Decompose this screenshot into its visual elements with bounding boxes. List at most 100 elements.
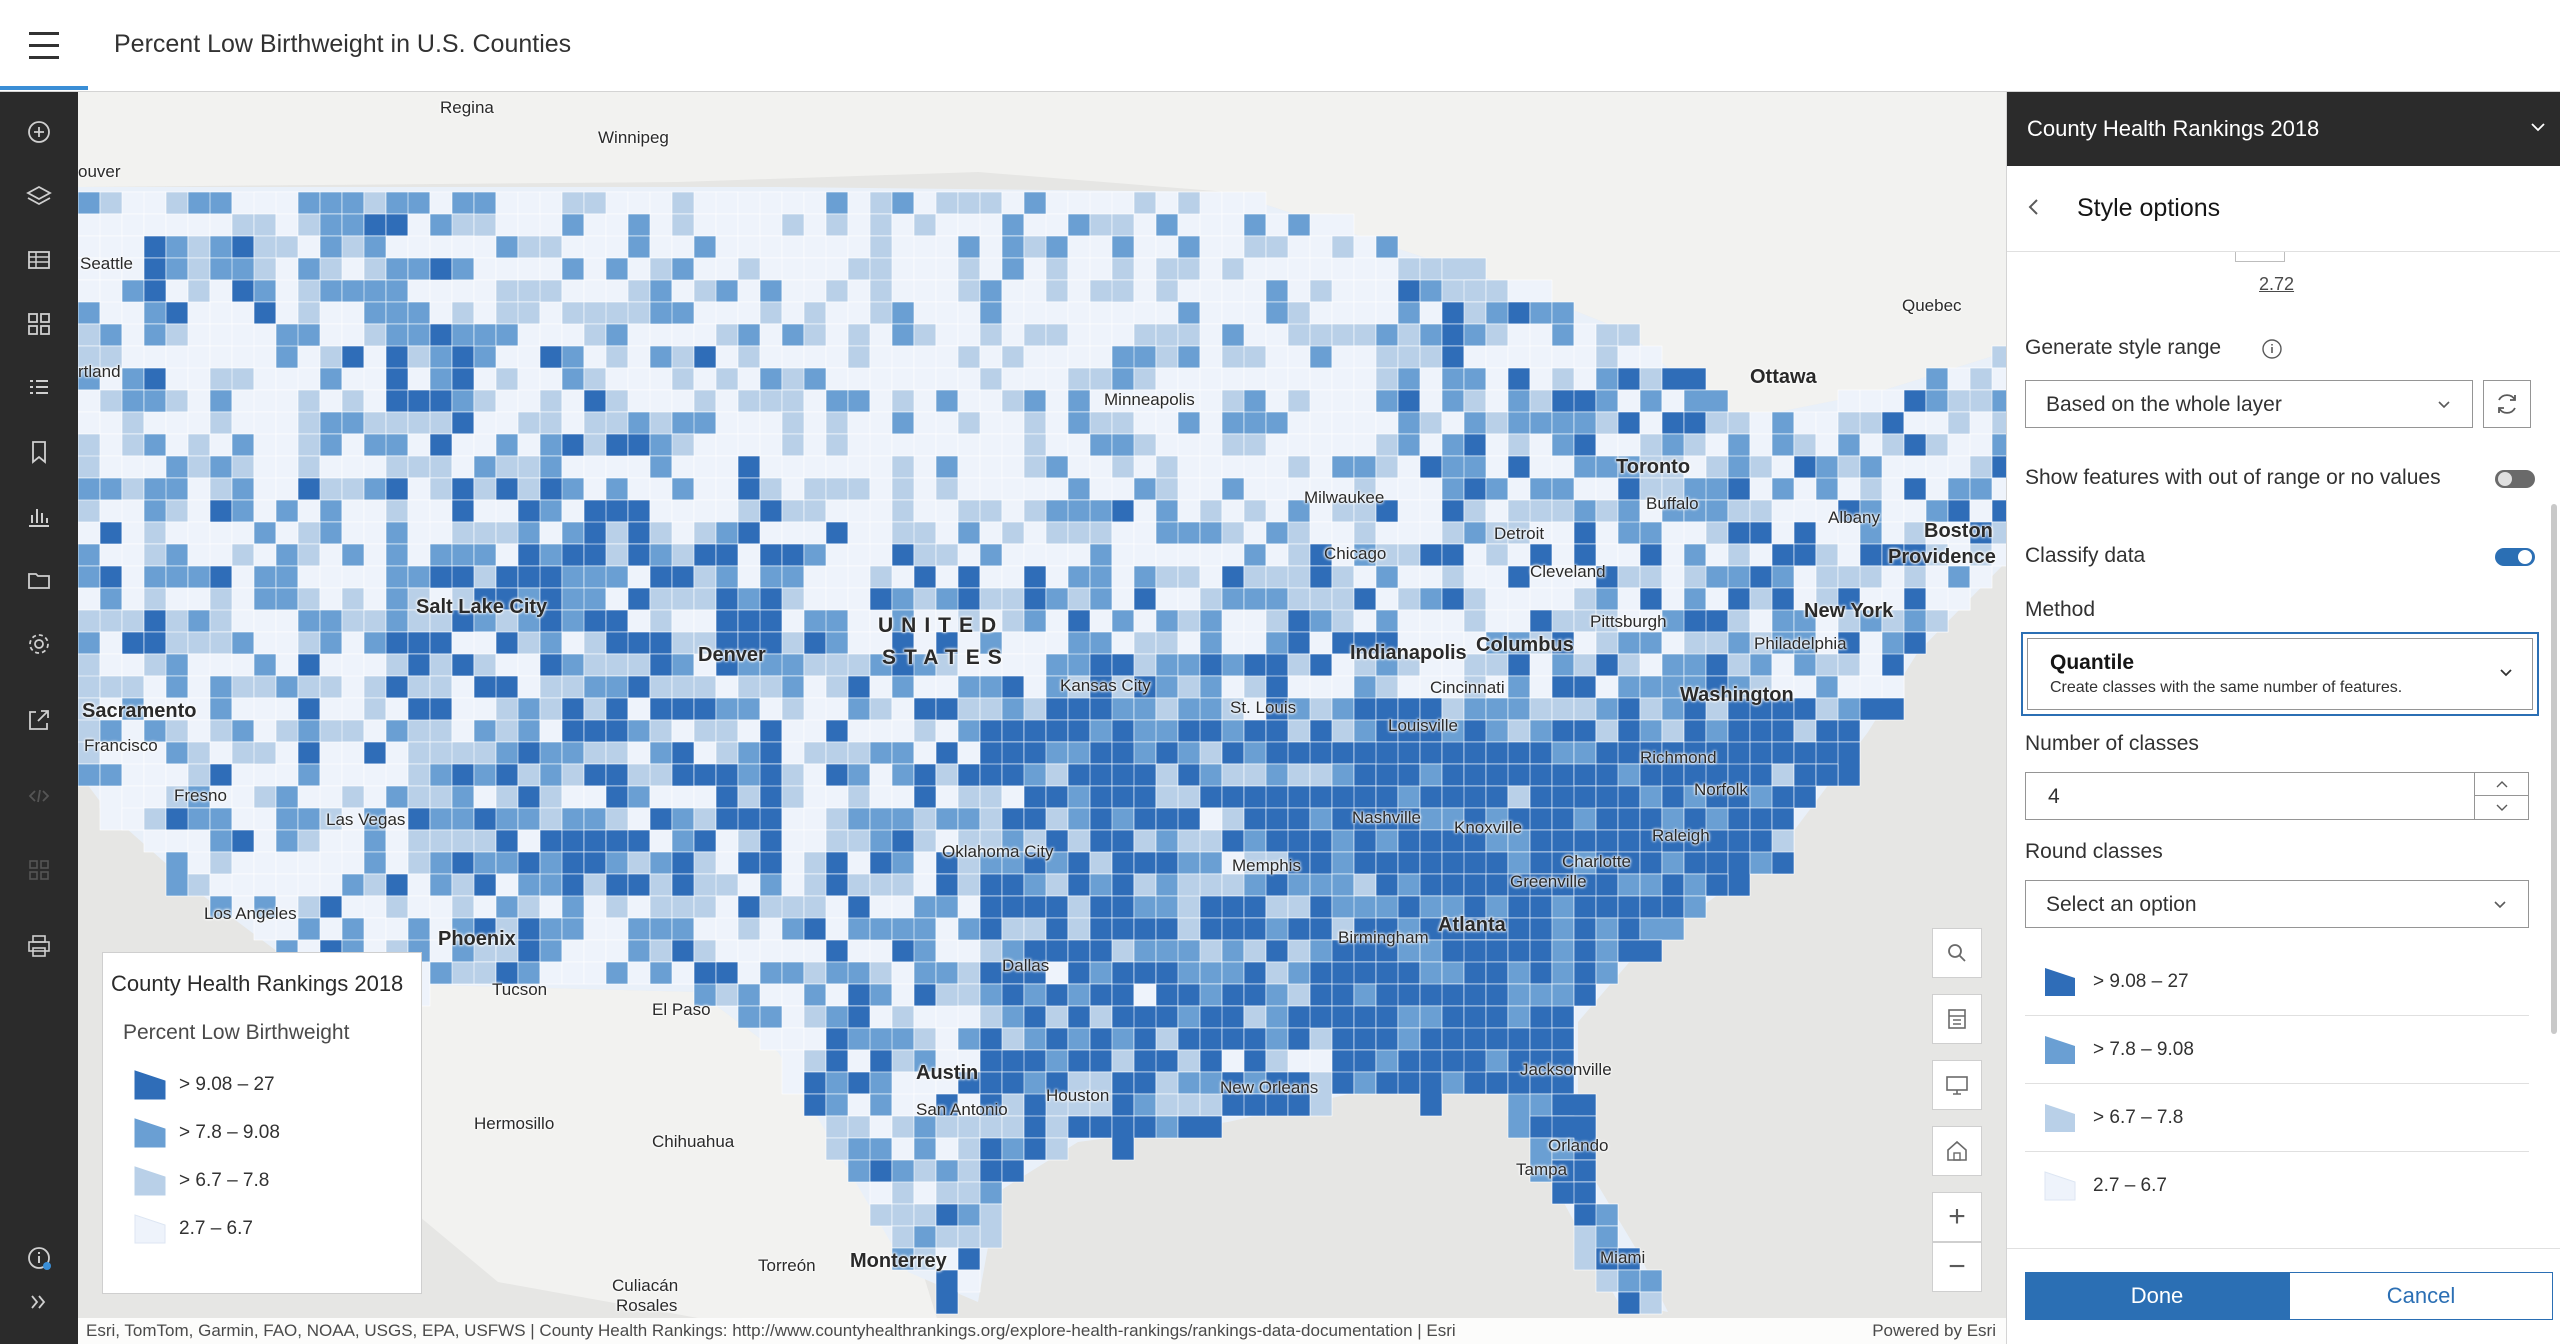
county-polygon[interactable] [539,873,563,897]
county-polygon[interactable] [1375,851,1399,875]
county-polygon[interactable] [847,1071,871,1095]
county-polygon[interactable] [539,389,563,413]
county-polygon[interactable] [605,653,629,677]
county-polygon[interactable] [627,477,651,501]
county-polygon[interactable] [1265,345,1289,369]
county-polygon[interactable] [1221,191,1245,215]
county-polygon[interactable] [1111,1115,1135,1161]
county-polygon[interactable] [913,565,937,589]
county-polygon[interactable] [209,235,233,259]
county-polygon[interactable] [187,609,211,633]
county-polygon[interactable] [1463,1027,1487,1051]
county-polygon[interactable] [1749,521,1773,545]
county-polygon[interactable] [1925,367,1949,391]
county-polygon[interactable] [231,499,255,523]
county-polygon[interactable] [1727,521,1751,545]
county-polygon[interactable] [1089,345,1113,369]
county-polygon[interactable] [935,719,959,743]
county-polygon[interactable] [693,543,717,567]
county-polygon[interactable] [341,345,365,369]
county-polygon[interactable] [1617,785,1641,809]
county-polygon[interactable] [1727,609,1751,633]
county-polygon[interactable] [605,895,629,919]
county-polygon[interactable] [627,565,651,589]
county-polygon[interactable] [253,697,277,721]
county-polygon[interactable] [1375,609,1399,633]
county-polygon[interactable] [693,499,717,523]
county-polygon[interactable] [715,301,739,325]
county-polygon[interactable] [539,367,563,391]
county-polygon[interactable] [473,851,497,875]
county-polygon[interactable] [1089,367,1113,391]
county-polygon[interactable] [1089,1115,1113,1139]
county-polygon[interactable] [1419,543,1443,567]
county-polygon[interactable] [165,389,189,413]
county-polygon[interactable] [1419,763,1443,787]
county-polygon[interactable] [1573,763,1597,787]
county-polygon[interactable] [539,675,563,699]
county-polygon[interactable] [319,213,343,237]
county-polygon[interactable] [781,301,805,325]
county-polygon[interactable] [1177,1093,1201,1117]
county-polygon[interactable] [363,653,387,677]
county-polygon[interactable] [297,565,321,589]
county-polygon[interactable] [1793,433,1817,457]
county-polygon[interactable] [1771,741,1795,765]
county-polygon[interactable] [671,345,695,369]
county-polygon[interactable] [1287,873,1311,897]
county-polygon[interactable] [297,741,321,765]
county-polygon[interactable] [825,785,849,809]
county-polygon[interactable] [165,235,189,259]
layers-icon[interactable] [0,164,78,228]
county-polygon[interactable] [275,543,299,567]
county-polygon[interactable] [253,851,277,875]
county-polygon[interactable] [1309,961,1333,985]
county-polygon[interactable] [1793,543,1817,567]
county-polygon[interactable] [935,675,959,699]
county-polygon[interactable] [1639,675,1663,699]
county-polygon[interactable] [297,191,321,215]
county-polygon[interactable] [825,411,849,435]
county-polygon[interactable] [1551,697,1575,721]
county-polygon[interactable] [1595,1203,1619,1227]
county-polygon[interactable] [517,829,541,853]
county-polygon[interactable] [957,961,981,985]
county-polygon[interactable] [979,1181,1003,1205]
county-polygon[interactable] [187,257,211,281]
county-polygon[interactable] [231,675,255,699]
county-polygon[interactable] [1661,719,1685,743]
county-polygon[interactable] [1617,543,1641,567]
county-polygon[interactable] [429,323,453,347]
county-polygon[interactable] [1243,917,1267,941]
county-polygon[interactable] [1089,917,1113,941]
county-polygon[interactable] [1551,653,1575,677]
county-polygon[interactable] [451,477,475,501]
county-polygon[interactable] [275,455,299,479]
county-polygon[interactable] [693,521,717,545]
county-polygon[interactable] [825,719,849,743]
county-polygon[interactable] [1903,587,1927,611]
county-polygon[interactable] [1111,807,1135,831]
county-polygon[interactable] [319,191,343,215]
county-polygon[interactable] [1463,345,1487,369]
county-polygon[interactable] [1133,477,1157,501]
county-polygon[interactable] [1463,961,1487,985]
county-polygon[interactable] [253,477,277,501]
county-polygon[interactable] [869,1203,893,1227]
county-polygon[interactable] [1309,697,1333,721]
county-polygon[interactable] [891,763,915,787]
county-polygon[interactable] [1375,1005,1399,1029]
county-polygon[interactable] [1089,433,1113,457]
county-polygon[interactable] [979,345,1003,369]
county-polygon[interactable] [1155,719,1179,743]
county-polygon[interactable] [1529,455,1553,479]
county-polygon[interactable] [1177,653,1201,677]
county-polygon[interactable] [1199,389,1223,413]
county-polygon[interactable] [319,411,343,435]
county-polygon[interactable] [1089,851,1113,875]
county-polygon[interactable] [671,895,695,919]
county-polygon[interactable] [627,939,651,963]
county-polygon[interactable] [1177,587,1201,611]
county-polygon[interactable] [1727,499,1751,523]
county-polygon[interactable] [341,697,365,721]
